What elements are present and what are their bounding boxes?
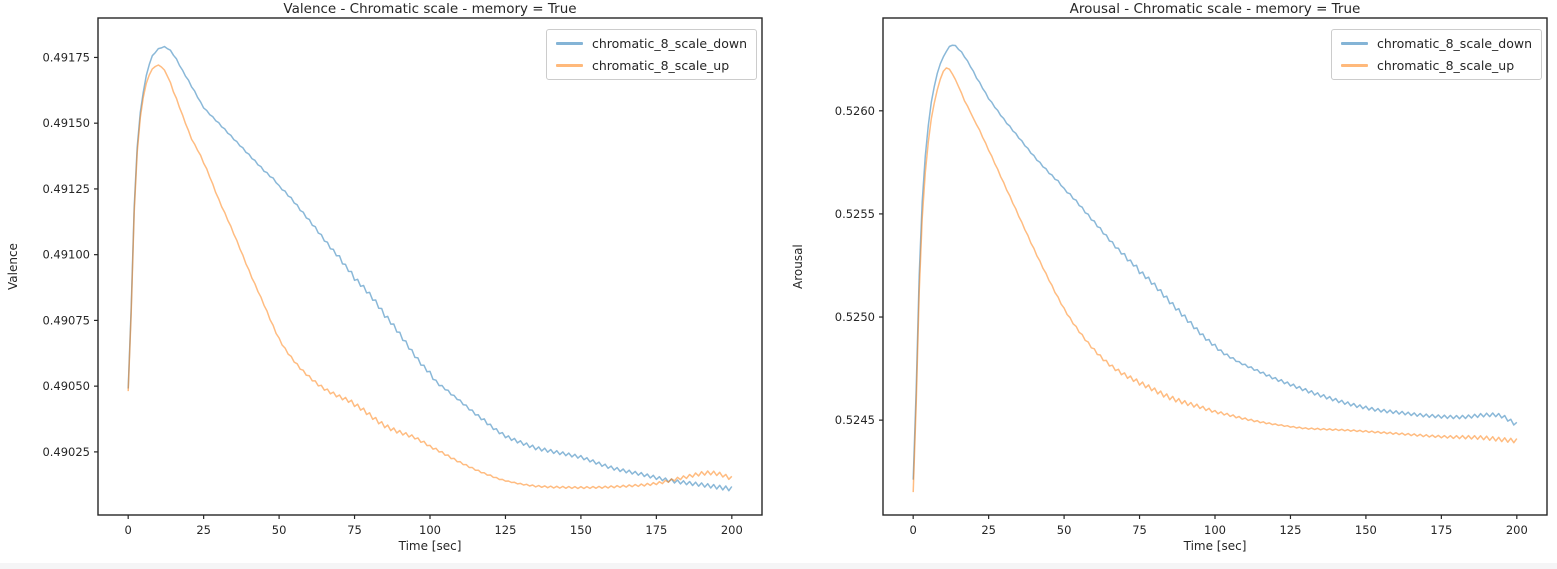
y-tick-label: 0.5255 — [835, 207, 875, 221]
legend-row: chromatic_8_scale_up — [555, 57, 747, 74]
x-tick-label: 0 — [910, 523, 917, 537]
valence-chart-title: Valence - Chromatic scale - memory = Tru… — [283, 1, 577, 17]
valence-x-axis-label: Time [sec] — [398, 539, 462, 553]
y-tick-label: 0.49075 — [42, 313, 90, 327]
x-tick-label: 125 — [494, 523, 516, 537]
legend-label: chromatic_8_scale_up — [1376, 58, 1515, 73]
arousal-y-axis-label: Arousal — [791, 244, 805, 289]
legend-line-icon — [1340, 64, 1368, 67]
series-line-chromatic_8_scale_down — [912, 44, 1518, 480]
legend-row: chromatic_8_scale_down — [1340, 35, 1532, 52]
series-line-chromatic_8_scale_down — [127, 45, 733, 492]
arousal-legend: chromatic_8_scale_down chromatic_8_scale… — [1330, 29, 1542, 80]
arousal-chart-title: Arousal - Chromatic scale - memory = Tru… — [1069, 1, 1361, 17]
y-tick-label: 0.49050 — [42, 379, 90, 393]
y-tick-label: 0.49150 — [42, 116, 90, 130]
x-tick-label: 125 — [1279, 523, 1301, 537]
x-tick-label: 50 — [272, 523, 287, 537]
legend-line-icon — [555, 42, 583, 45]
y-tick-label: 0.5260 — [835, 104, 875, 118]
y-tick-label: 0.5250 — [835, 310, 875, 324]
y-tick-label: 0.49100 — [42, 248, 90, 262]
x-tick-label: 50 — [1057, 523, 1072, 537]
x-tick-label: 100 — [419, 523, 441, 537]
bottom-edge-strip — [0, 563, 1557, 569]
legend-row: chromatic_8_scale_down — [555, 35, 747, 52]
legend-label: chromatic_8_scale_down — [1376, 36, 1532, 51]
y-tick-label: 0.49125 — [42, 182, 90, 196]
arousal-x-axis-label: Time [sec] — [1183, 539, 1247, 553]
arousal-plot-area: 0 25 50 75 100 125 150 175 200 0.5245 0.5250 0.5255… — [835, 17, 1548, 537]
y-tick-label: 0.49025 — [42, 445, 90, 459]
legend-line-icon — [555, 64, 583, 67]
legend-line-icon — [1340, 42, 1368, 45]
valence-y-axis-label: Valence — [6, 243, 20, 290]
x-tick-label: 175 — [645, 523, 667, 537]
x-tick-label: 75 — [1132, 523, 1147, 537]
axes-spines — [882, 17, 1548, 516]
legend-label: chromatic_8_scale_down — [591, 36, 747, 51]
x-tick-label: 100 — [1204, 523, 1226, 537]
series-line-chromatic_8_scale_up — [127, 64, 733, 490]
x-tick-label: 25 — [981, 523, 996, 537]
x-tick-label: 0 — [125, 523, 132, 537]
legend-label: chromatic_8_scale_up — [591, 58, 730, 73]
y-tick-label: 0.5245 — [835, 413, 875, 427]
valence-legend: chromatic_8_scale_down chromatic_8_scale… — [545, 29, 757, 80]
series-line-chromatic_8_scale_up — [912, 67, 1518, 493]
x-tick-label: 200 — [1506, 523, 1528, 537]
x-tick-label: 150 — [570, 523, 592, 537]
legend-row: chromatic_8_scale_up — [1340, 57, 1532, 74]
y-tick-label: 0.49175 — [42, 50, 90, 64]
valence-plot-area: 0 25 50 75 100 125 150 175 200 0.49025 0.49050 0.49… — [42, 17, 763, 537]
x-tick-label: 200 — [721, 523, 743, 537]
axes-spines — [97, 17, 763, 516]
x-tick-label: 25 — [196, 523, 211, 537]
x-tick-label: 75 — [347, 523, 362, 537]
x-tick-label: 150 — [1355, 523, 1377, 537]
x-tick-label: 175 — [1430, 523, 1452, 537]
